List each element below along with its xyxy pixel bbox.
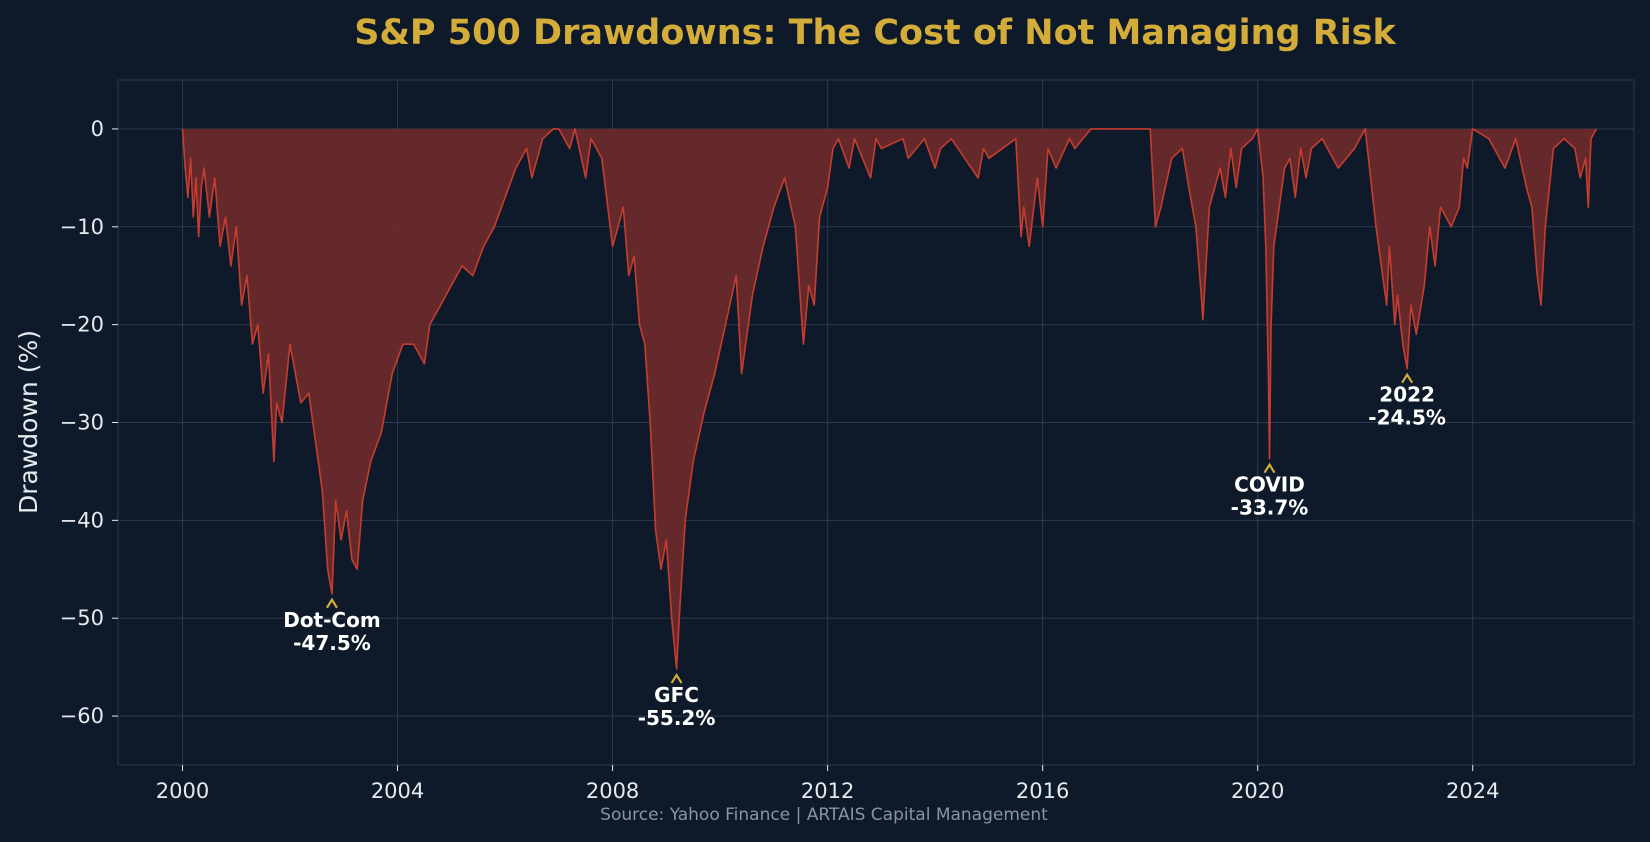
event-annotations: Dot-Com-47.5% GFC-55.2% COVID-33.7% 2022-24… [283,372,1446,730]
annotation-arrow [670,673,683,684]
x-tick-label: 2004 [371,779,424,803]
annotation-arrow [326,597,338,609]
y-tick-label: −20 [60,313,104,337]
y-tick-label: 0 [91,117,104,141]
annotation-event-name: 2022 [1379,383,1435,407]
y-axis-ticks: 0 −10 −20 −30 −40 −50 −60 [60,117,118,728]
y-tick-label: −30 [60,411,104,435]
y-tick-label: −40 [60,508,104,532]
annotation-drawdown-value: -47.5% [293,631,371,655]
annotation-arrow [1401,372,1414,384]
annotation-arrow [1263,462,1276,474]
x-tick-label: 2016 [1016,779,1069,803]
annotation-drawdown-value: -24.5% [1368,406,1446,430]
annotation-drawdown-value: -33.7% [1231,496,1309,520]
chart-title: S&P 500 Drawdowns: The Cost of Not Manag… [354,13,1396,53]
x-tick-label: 2000 [156,779,209,803]
y-axis-label: Drawdown (%) [14,330,43,514]
x-tick-label: 2020 [1231,779,1284,803]
x-tick-label: 2008 [586,779,639,803]
drawdown-area [182,128,1597,670]
annotation-event-name: GFC [654,683,699,707]
annotation-event-name: COVID [1234,473,1305,497]
y-tick-label: −50 [60,606,104,630]
drawdown-line [181,128,1598,670]
x-axis-ticks: 2000 2004 2008 2012 2016 2020 2024 [156,765,1499,803]
x-tick-label: 2024 [1446,779,1499,803]
y-tick-label: −10 [60,215,104,239]
x-tick-label: 2012 [801,779,854,803]
annotation-drawdown-value: -55.2% [638,706,716,730]
y-tick-label: −60 [60,704,104,728]
source-note: Source: Yahoo Finance | ARTAIS Capital M… [600,805,1048,825]
annotation-event-name: Dot-Com [283,608,380,632]
